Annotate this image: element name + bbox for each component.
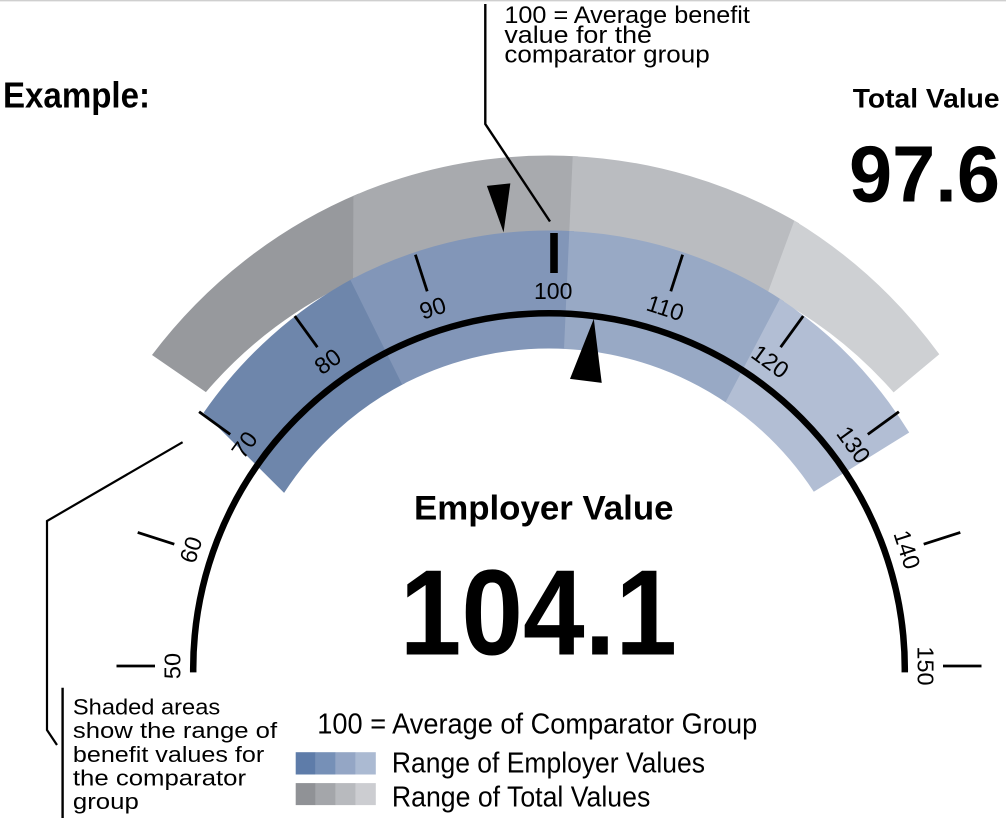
svg-text:Example:: Example: (3, 75, 150, 116)
svg-text:benefit values for: benefit values for (73, 742, 264, 767)
svg-text:100 = Average of Comparator Gr: 100 = Average of Comparator Group (317, 709, 757, 741)
svg-text:show the range of: show the range of (73, 718, 278, 743)
svg-text:Shaded areas: Shaded areas (73, 695, 220, 720)
svg-text:Range of Employer Values: Range of Employer Values (392, 748, 705, 780)
svg-text:140: 140 (888, 527, 925, 572)
svg-text:100: 100 (534, 278, 572, 304)
svg-text:comparator group: comparator group (504, 42, 709, 69)
svg-text:104.1: 104.1 (400, 545, 677, 681)
svg-text:value for the: value for the (504, 22, 652, 49)
svg-text:Range of Total Values: Range of Total Values (392, 782, 650, 814)
svg-text:50: 50 (160, 653, 186, 679)
svg-text:group: group (73, 789, 139, 814)
svg-text:150: 150 (912, 646, 938, 685)
svg-text:100 = Average benefit: 100 = Average benefit (504, 2, 750, 29)
svg-text:the comparator: the comparator (73, 765, 246, 790)
svg-text:Employer Value: Employer Value (414, 490, 674, 528)
svg-text:Total Value: Total Value (853, 84, 1000, 114)
svg-text:97.6: 97.6 (849, 129, 1000, 218)
svg-text:60: 60 (175, 533, 208, 566)
